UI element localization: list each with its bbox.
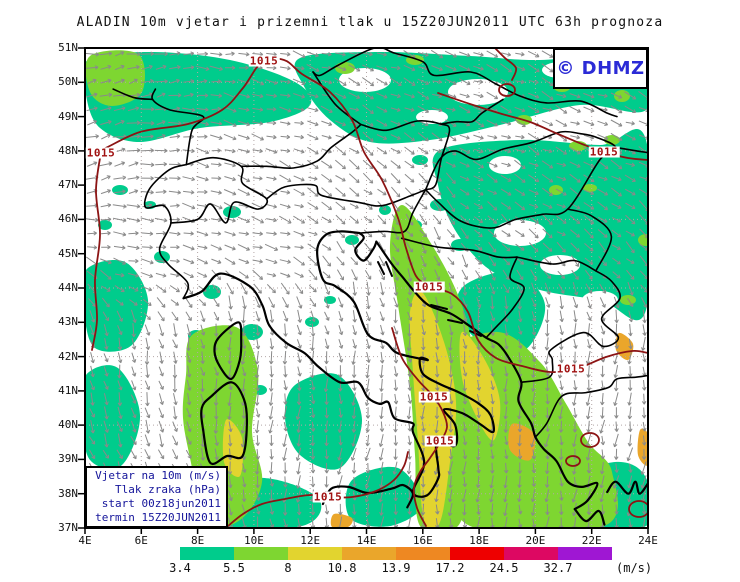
lat-tick-label: 45N bbox=[58, 246, 78, 260]
isobar-label: 1015 bbox=[312, 490, 344, 504]
speed-shading bbox=[85, 50, 648, 528]
lat-tick-label: 48N bbox=[58, 143, 78, 157]
legend-swatch bbox=[504, 547, 558, 560]
lat-tick-label: 42N bbox=[58, 349, 78, 363]
lat-tick-label: 39N bbox=[58, 452, 78, 466]
axis-ticks bbox=[78, 47, 649, 534]
legend-swatch bbox=[558, 547, 612, 560]
lat-tick-label: 49N bbox=[58, 109, 78, 123]
lat-tick-label: 37N bbox=[58, 521, 78, 534]
legend-threshold: 8 bbox=[284, 561, 292, 575]
wind-speed-legend: 3.4 5.5 8 10.8 13.9 17.2 24.5 32.7 (m/s) bbox=[0, 545, 740, 582]
lat-tick-label: 51N bbox=[58, 41, 78, 54]
lat-tick-label: 43N bbox=[58, 315, 78, 329]
lon-tick-label: 8E bbox=[190, 534, 205, 547]
isobar-label: 1015 bbox=[588, 145, 620, 159]
legend-threshold: 13.9 bbox=[381, 561, 411, 575]
legend-threshold: 24.5 bbox=[489, 561, 519, 575]
isobar-label: 1015 bbox=[85, 146, 117, 160]
info-line-pressure: Tlak zraka (hPa) bbox=[115, 483, 221, 496]
lon-tick-label: 4E bbox=[78, 534, 92, 547]
lat-tick-label: 44N bbox=[58, 281, 78, 294]
lat-tick-label: 40N bbox=[58, 418, 78, 432]
legend-swatch bbox=[396, 547, 450, 560]
legend-threshold: 32.7 bbox=[543, 561, 573, 575]
legend-threshold: 17.2 bbox=[435, 561, 465, 575]
lat-tick-label: 50N bbox=[58, 75, 78, 89]
lon-tick-label: 18E bbox=[469, 534, 490, 547]
lon-tick-label: 14E bbox=[356, 534, 377, 547]
lon-tick-label: 12E bbox=[300, 534, 321, 547]
info-line-start: start 00z18jun2011 bbox=[101, 497, 221, 510]
lat-tick-label: 38N bbox=[58, 486, 78, 500]
legend-swatch bbox=[234, 547, 288, 560]
isobar-label: 1015 bbox=[418, 390, 450, 404]
legend-swatch bbox=[288, 547, 342, 560]
info-line-termin: termin 15Z20JUN2011 bbox=[95, 511, 221, 524]
legend-threshold: 3.4 bbox=[169, 561, 191, 575]
isobar-label: 1015 bbox=[424, 434, 456, 448]
wind-arrows bbox=[85, 49, 648, 528]
isobar-label: 1015 bbox=[413, 280, 445, 294]
lat-tick-label: 41N bbox=[58, 383, 78, 397]
info-line-wind: Vjetar na 10m (m/s) bbox=[95, 469, 221, 482]
dhmz-copyright-badge: © DHMZ bbox=[553, 48, 648, 89]
lon-tick-label: 22E bbox=[581, 534, 602, 547]
legend-unit: (m/s) bbox=[616, 561, 653, 575]
isobars bbox=[85, 48, 648, 527]
legend-swatch bbox=[450, 547, 504, 560]
lon-tick-label: 6E bbox=[134, 534, 148, 547]
isobar-label: 1015 bbox=[248, 54, 280, 68]
lat-tick-label: 46N bbox=[58, 212, 78, 226]
lon-tick-label: 20E bbox=[525, 534, 546, 547]
legend-colorbar bbox=[180, 547, 612, 560]
forecast-info-box: Vjetar na 10m (m/s) Tlak zraka (hPa) sta… bbox=[85, 466, 228, 528]
lon-tick-label: 16E bbox=[412, 534, 433, 547]
legend-swatch bbox=[180, 547, 234, 560]
chart-title: ALADIN 10m vjetar i prizemni tlak u 15Z2… bbox=[76, 15, 664, 30]
legend-swatch bbox=[342, 547, 396, 560]
lon-tick-label: 24E bbox=[638, 534, 658, 547]
isobar-label: 1015 bbox=[555, 362, 587, 376]
country-borders bbox=[112, 48, 648, 526]
copyright-text: © DHMZ bbox=[556, 58, 645, 79]
legend-threshold: 10.8 bbox=[327, 561, 357, 575]
lon-tick-label: 10E bbox=[243, 534, 264, 547]
map-content bbox=[85, 48, 648, 528]
lat-tick-label: 47N bbox=[58, 178, 78, 192]
legend-threshold: 5.5 bbox=[223, 561, 245, 575]
